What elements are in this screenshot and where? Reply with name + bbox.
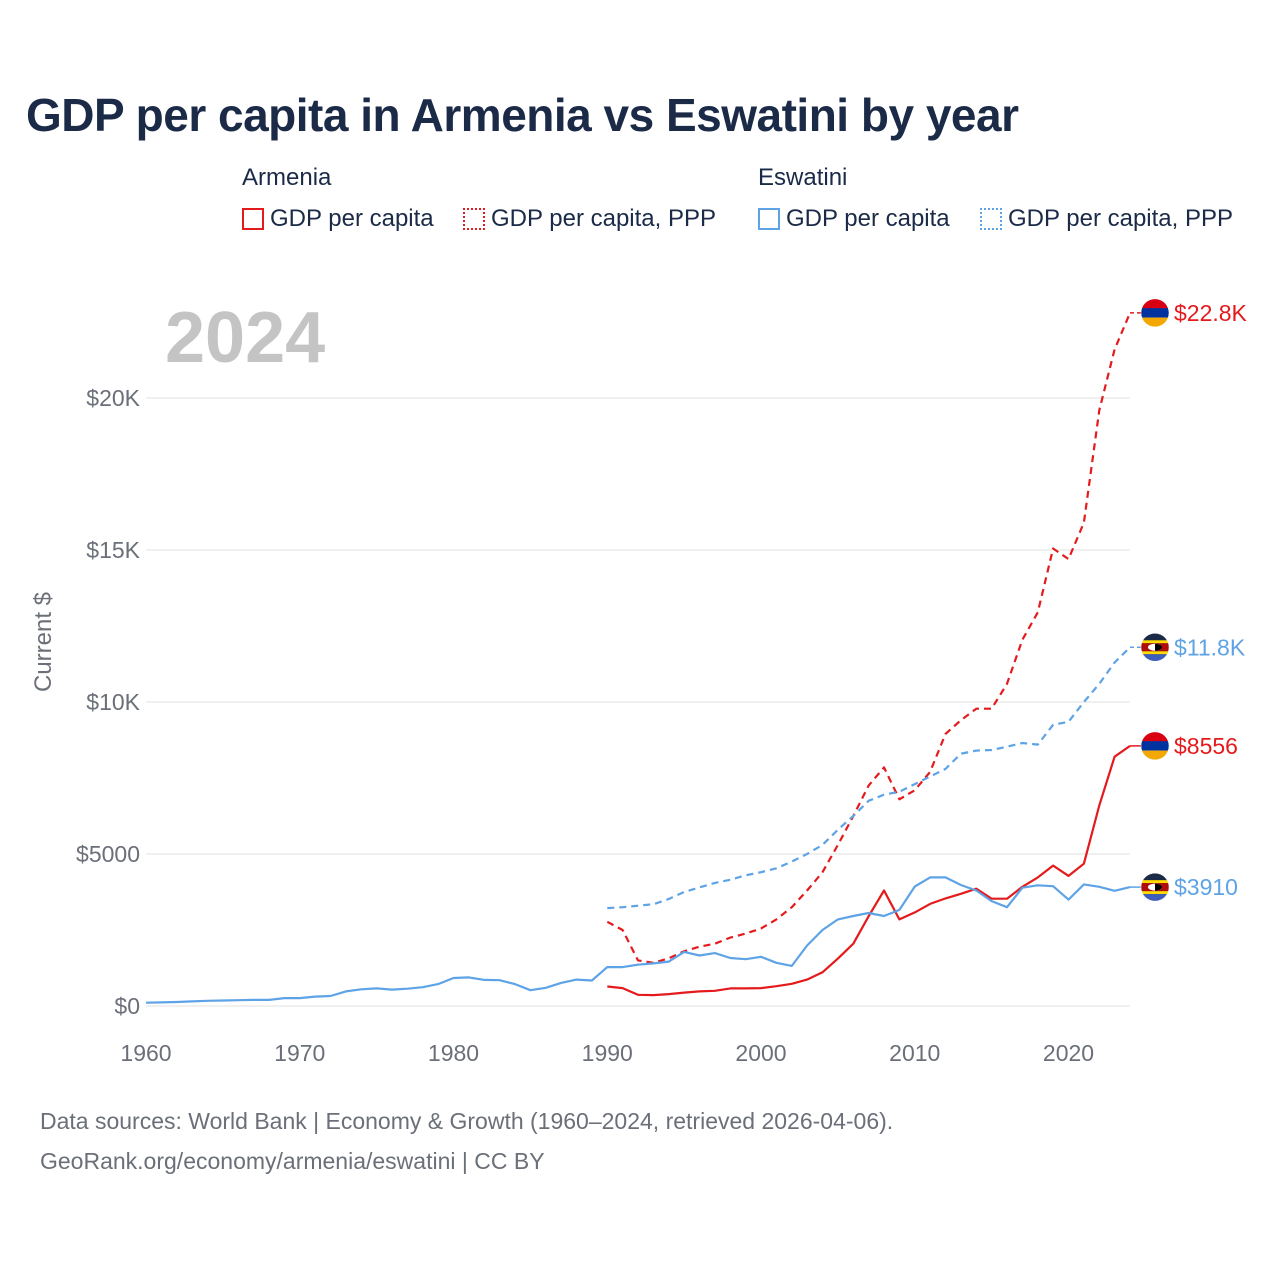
eswatini-flag-icon	[1140, 872, 1170, 902]
legend-swatch-dotted-red	[463, 208, 485, 230]
footer-link[interactable]: GeoRank.org/economy/armenia/eswatini | C…	[40, 1148, 545, 1174]
legend-armenia-gdp-ppp[interactable]: GDP per capita, PPP	[463, 205, 716, 233]
end-labels: $8556 $22.8K $3910 $11.8K	[1130, 298, 1248, 902]
y-tick-label: $10K	[86, 689, 140, 715]
footer-sources: Data sources: World Bank | Economy & Gro…	[40, 1108, 894, 1134]
end-value-label: $22.8K	[1174, 300, 1248, 326]
legend-label: GDP per capita	[270, 205, 434, 232]
series-lines	[145, 312, 1132, 1004]
year-watermark: 2024	[165, 298, 325, 378]
legend-eswatini-gdp[interactable]: GDP per capita	[758, 205, 950, 233]
axes: $0 $5000 $10K $15K $20K 1960 1970 1980 1990 2000 2…	[76, 385, 1094, 1066]
x-tick-label: 2000	[735, 1040, 786, 1066]
end-value-label: $3910	[1174, 874, 1238, 900]
chart-title: GDP per capita in Armenia vs Eswatini by…	[26, 89, 1019, 141]
series-line-eswatini-gdp-per-capita-ppp[interactable]	[607, 646, 1131, 910]
armenia-flag-icon	[1140, 731, 1170, 761]
end-value-label: $8556	[1174, 733, 1238, 759]
legend-swatch-solid-blue	[758, 208, 780, 230]
legend-label: GDP per capita, PPP	[1008, 205, 1233, 232]
series-line-armenia-gdp-per-capita-ppp[interactable]	[606, 312, 1132, 964]
y-axis-label: Current $	[30, 592, 57, 692]
y-tick-label: $5000	[76, 841, 140, 867]
legend-group-armenia: Armenia	[242, 164, 332, 191]
legend-armenia-gdp[interactable]: GDP per capita	[242, 205, 434, 233]
y-tick-label: $15K	[86, 537, 140, 563]
x-tick-label: 2010	[889, 1040, 940, 1066]
eswatini-flag-icon	[1140, 633, 1170, 662]
y-tick-label: $20K	[86, 385, 140, 411]
x-tick-label: 1990	[582, 1040, 633, 1066]
legend-group-eswatini: Eswatini	[758, 164, 848, 191]
legend-label: GDP per capita	[786, 205, 950, 232]
series-line-eswatini-gdp-per-capita[interactable]	[145, 876, 1131, 1004]
series-line-armenia-gdp-per-capita[interactable]	[607, 744, 1131, 997]
armenia-flag-icon	[1140, 298, 1170, 328]
legend-label: GDP per capita, PPP	[491, 205, 716, 232]
legend-eswatini-gdp-ppp[interactable]: GDP per capita, PPP	[980, 205, 1233, 233]
x-tick-label: 1960	[120, 1040, 171, 1066]
legend-swatch-solid-red	[242, 208, 264, 230]
x-tick-label: 2020	[1043, 1040, 1094, 1066]
legend-swatch-dotted-blue	[980, 208, 1002, 230]
grid-lines	[146, 397, 1130, 1007]
y-tick-label: $0	[114, 993, 140, 1019]
x-tick-label: 1980	[428, 1040, 479, 1066]
end-value-label: $11.8K	[1174, 634, 1246, 660]
x-tick-label: 1970	[274, 1040, 325, 1066]
